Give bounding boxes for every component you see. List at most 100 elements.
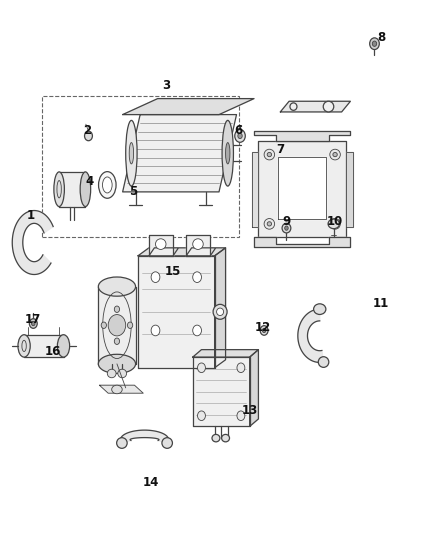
Ellipse shape: [54, 172, 64, 206]
Polygon shape: [120, 430, 169, 443]
Polygon shape: [252, 152, 258, 227]
Ellipse shape: [162, 438, 173, 448]
Ellipse shape: [260, 326, 268, 335]
Ellipse shape: [193, 272, 201, 282]
Ellipse shape: [323, 101, 334, 112]
Polygon shape: [123, 99, 254, 115]
Text: 5: 5: [130, 185, 138, 198]
Polygon shape: [250, 350, 258, 426]
Ellipse shape: [213, 304, 227, 319]
Ellipse shape: [102, 177, 112, 193]
Ellipse shape: [318, 357, 329, 367]
Ellipse shape: [193, 239, 203, 249]
Text: 8: 8: [377, 31, 385, 44]
Polygon shape: [298, 309, 324, 362]
Text: 2: 2: [84, 124, 92, 137]
Polygon shape: [215, 248, 226, 368]
Ellipse shape: [117, 438, 127, 448]
Ellipse shape: [328, 219, 339, 229]
Ellipse shape: [129, 142, 134, 164]
Text: 9: 9: [283, 215, 291, 228]
Ellipse shape: [333, 152, 337, 157]
Ellipse shape: [29, 319, 37, 328]
Ellipse shape: [370, 38, 379, 50]
Ellipse shape: [285, 226, 288, 230]
Text: 1: 1: [27, 209, 35, 222]
Text: 17: 17: [25, 313, 41, 326]
Ellipse shape: [198, 411, 205, 421]
Text: 10: 10: [327, 215, 343, 228]
Polygon shape: [99, 385, 143, 393]
Ellipse shape: [114, 338, 120, 344]
Ellipse shape: [330, 149, 340, 160]
Polygon shape: [138, 256, 215, 368]
Ellipse shape: [267, 222, 272, 226]
Ellipse shape: [126, 120, 137, 186]
Ellipse shape: [333, 222, 337, 226]
Ellipse shape: [212, 434, 220, 442]
Ellipse shape: [198, 363, 205, 373]
Ellipse shape: [127, 322, 133, 328]
Text: 11: 11: [373, 297, 389, 310]
Text: 13: 13: [241, 404, 258, 417]
Polygon shape: [149, 235, 173, 256]
Ellipse shape: [193, 325, 201, 336]
Ellipse shape: [264, 149, 275, 160]
Polygon shape: [186, 235, 210, 256]
Ellipse shape: [237, 411, 245, 421]
Ellipse shape: [264, 219, 275, 229]
Ellipse shape: [99, 172, 116, 198]
Polygon shape: [186, 248, 215, 256]
Polygon shape: [59, 172, 85, 206]
Text: 3: 3: [162, 79, 170, 92]
Text: 14: 14: [143, 476, 159, 489]
Ellipse shape: [32, 321, 35, 326]
Polygon shape: [24, 335, 64, 357]
Ellipse shape: [222, 434, 230, 442]
Ellipse shape: [151, 272, 160, 282]
Ellipse shape: [282, 223, 291, 233]
Polygon shape: [193, 357, 250, 426]
Ellipse shape: [237, 363, 245, 373]
Polygon shape: [254, 131, 350, 141]
Polygon shape: [149, 248, 179, 256]
Ellipse shape: [99, 277, 136, 296]
Ellipse shape: [238, 133, 242, 139]
Text: 15: 15: [165, 265, 181, 278]
Ellipse shape: [222, 120, 233, 186]
Ellipse shape: [85, 131, 92, 141]
Ellipse shape: [155, 239, 166, 249]
Ellipse shape: [267, 152, 272, 157]
Ellipse shape: [226, 142, 230, 164]
Polygon shape: [280, 101, 350, 112]
Ellipse shape: [114, 306, 120, 312]
Polygon shape: [12, 211, 53, 274]
Ellipse shape: [108, 314, 126, 336]
Ellipse shape: [112, 385, 122, 394]
Ellipse shape: [290, 103, 297, 110]
Ellipse shape: [101, 322, 106, 328]
Text: 7: 7: [276, 143, 284, 156]
Ellipse shape: [80, 172, 91, 206]
Ellipse shape: [372, 41, 377, 46]
Ellipse shape: [235, 130, 245, 142]
Polygon shape: [278, 157, 326, 219]
Ellipse shape: [99, 354, 136, 374]
Text: 4: 4: [86, 175, 94, 188]
Bar: [42, 96, 239, 237]
Polygon shape: [346, 152, 353, 227]
Ellipse shape: [57, 335, 70, 357]
Ellipse shape: [262, 328, 266, 333]
Polygon shape: [193, 350, 258, 357]
Ellipse shape: [107, 369, 116, 378]
Ellipse shape: [216, 308, 223, 316]
Text: 16: 16: [44, 345, 61, 358]
Polygon shape: [98, 287, 136, 364]
Polygon shape: [254, 237, 350, 247]
Text: 12: 12: [254, 321, 271, 334]
Ellipse shape: [151, 325, 160, 336]
Ellipse shape: [18, 335, 30, 357]
Ellipse shape: [314, 304, 326, 314]
Polygon shape: [123, 115, 237, 192]
Ellipse shape: [118, 369, 127, 378]
